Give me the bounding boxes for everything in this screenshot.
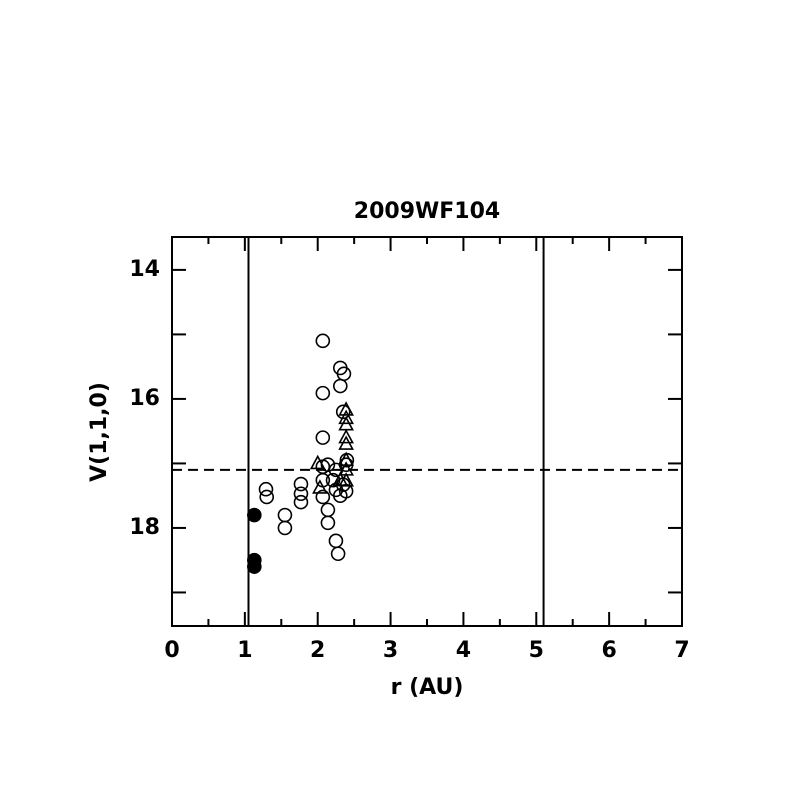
point	[247, 507, 262, 523]
point	[277, 520, 293, 536]
y-tick-label: 14	[129, 257, 160, 282]
x-tick-label: 0	[164, 638, 179, 663]
x-axis-label: r (AU)	[391, 675, 464, 700]
point	[332, 378, 348, 394]
point	[259, 489, 275, 505]
y-tick-label: 18	[129, 515, 160, 540]
y-tick-label: 16	[129, 386, 160, 411]
x-tick-label: 4	[456, 638, 471, 663]
point	[336, 366, 352, 382]
point	[315, 333, 331, 349]
point	[247, 559, 262, 574]
x-tick-label: 3	[383, 638, 398, 663]
point	[293, 476, 309, 492]
point	[293, 494, 309, 510]
x-tick-label: 7	[674, 638, 689, 663]
point	[338, 435, 354, 450]
x-tick-label: 6	[601, 638, 616, 663]
point	[338, 451, 354, 467]
point	[315, 385, 331, 401]
point	[277, 507, 293, 523]
point	[320, 502, 336, 518]
point	[332, 471, 349, 487]
point	[338, 409, 354, 425]
point	[315, 430, 331, 445]
x-tick-label: 2	[310, 638, 325, 663]
point	[338, 428, 354, 444]
chart-title: 2009WF104	[354, 199, 500, 224]
x-tick-label: 1	[237, 638, 252, 663]
point	[320, 515, 336, 531]
x-tick-label: 5	[529, 638, 544, 663]
point	[338, 401, 354, 416]
point	[312, 479, 328, 494]
point	[315, 489, 331, 505]
point	[258, 481, 274, 497]
y-axis-label: V(1,1,0)	[87, 382, 112, 482]
point	[328, 533, 344, 549]
point	[328, 482, 344, 498]
point	[293, 486, 309, 502]
point	[330, 546, 346, 562]
point	[309, 454, 326, 470]
